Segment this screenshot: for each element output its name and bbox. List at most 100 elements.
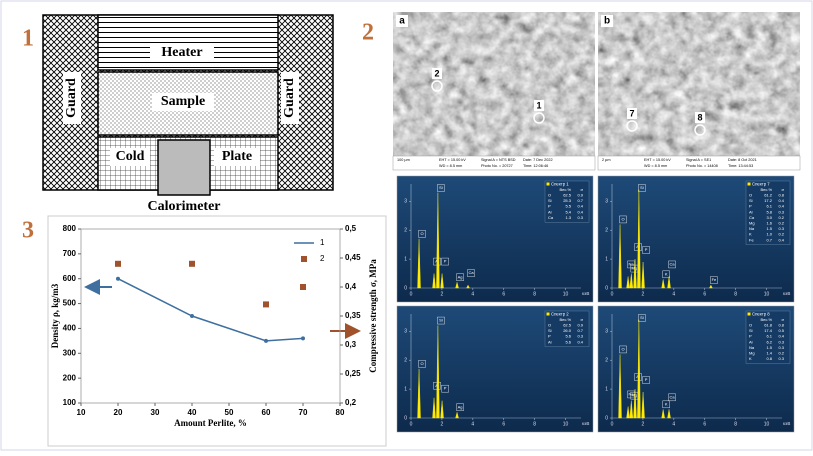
x-tick-label: 8 [533, 291, 536, 297]
x-tick-label: 4 [672, 421, 675, 427]
label-bg [110, 148, 150, 166]
y-tick-label: 2 [404, 228, 407, 234]
label-bg [150, 44, 214, 62]
y-tick-label: 0 [605, 285, 608, 291]
guard-label: Guard [282, 78, 297, 118]
table-cell: 0.3 [577, 334, 583, 339]
table-cell: 25.3 [563, 198, 572, 203]
peak-label-box [662, 270, 670, 279]
legend-swatch [301, 256, 307, 262]
table-header: σ [581, 317, 584, 322]
table-cell: 6.2 [766, 339, 772, 344]
table-cell: 1.5 [766, 226, 772, 231]
peak-label: Na [629, 262, 635, 267]
sem-info: Date: 7 Dec 2022 [523, 158, 553, 162]
sem-info: EHT = 15.00 kV [644, 158, 671, 162]
table-cell: 62.5 [563, 322, 572, 327]
table-cell: 62.5 [563, 192, 572, 197]
sem-info-bar [597, 155, 801, 171]
y-tick-label: 0 [404, 415, 407, 421]
table-cell: 0.5 [778, 328, 784, 333]
label-bg [152, 93, 214, 111]
spectrum-peak [436, 325, 440, 419]
point [189, 260, 195, 267]
y-tick-label: 3 [605, 199, 608, 205]
sem-tag-bg [396, 15, 408, 27]
x-tick-label: 2 [441, 291, 444, 297]
spectrum-peak [709, 284, 713, 289]
peak-label: Ag [458, 404, 463, 409]
calorimeter [157, 139, 211, 196]
x-tick-label: 6 [703, 291, 706, 297]
table-cell: P [548, 204, 551, 209]
table-cell: 61.8 [764, 322, 773, 327]
x-tick-label: 6 [703, 421, 706, 427]
x-tick-label: 2 [441, 421, 444, 427]
table-title: Спектр 2 [551, 311, 569, 316]
table-cell: 0.2 [778, 232, 784, 237]
spectrum-peak [626, 276, 630, 289]
table-cell: P [548, 334, 551, 339]
point [190, 314, 194, 318]
sem-marker [431, 80, 443, 92]
peak-label: Ag [458, 274, 463, 279]
sem-tag: a [399, 16, 405, 27]
point [264, 338, 268, 343]
y-tick-label: 100 [63, 398, 77, 407]
sem-info: WD = 8.5 mm [644, 164, 667, 168]
chart-frame [47, 215, 387, 447]
peak-label-box [642, 246, 650, 254]
peak-label: O [621, 217, 624, 222]
x-tick-label: 10 [563, 421, 569, 427]
sem-marker-bg [432, 68, 442, 79]
table-cell: 0.3 [778, 339, 784, 344]
table-cell: K [749, 356, 752, 361]
x-tick-label: 2 [642, 291, 645, 297]
table-cell: Al [749, 339, 753, 344]
table-cell: O [548, 192, 551, 197]
table-bg [544, 310, 590, 347]
spectrum-peak [436, 192, 440, 289]
spectrum-peak [466, 284, 470, 289]
spectrum-peak [417, 368, 421, 419]
table-cell: Na [749, 226, 755, 231]
sem-marker-label: 7 [629, 108, 634, 118]
series-line [117, 278, 304, 342]
table-cell: Al [749, 209, 753, 214]
sem-info: Photo No. = 20727 [481, 164, 513, 168]
peak-label: K [665, 401, 668, 406]
label-bg [63, 72, 81, 124]
sem-tag-bg [601, 15, 613, 27]
x-unit: кэВ [582, 421, 589, 426]
x-tick-label: 10 [764, 291, 770, 297]
peak-label: K [665, 271, 668, 276]
x-tick-label: 0 [410, 291, 413, 297]
x-tick-label: 2 [642, 421, 645, 427]
y2-axis-title: Compressive strength σ, MPa [368, 259, 378, 373]
peak-label: P [444, 259, 447, 264]
sem-marker [626, 120, 638, 132]
x-tick-label: 8 [734, 421, 737, 427]
spectrum-peak [455, 411, 459, 419]
peak-label-box [668, 260, 676, 269]
y-tick-label: 3 [404, 199, 407, 205]
point [300, 284, 306, 290]
table-cell: 0.4 [778, 237, 784, 242]
sem-info: Photo No. = 14408 [686, 164, 718, 168]
peak-label-box [418, 230, 426, 238]
sem-marker-bg [534, 100, 544, 111]
table-cell: 0.8 [778, 192, 784, 197]
sem-info: Signal A = NTS BSD [481, 158, 516, 162]
table-cell: Al [548, 339, 552, 344]
peak-label-box [710, 276, 718, 284]
x-tick-label: 10 [563, 291, 569, 297]
y-tick-label: 2 [404, 358, 407, 364]
heater-label: Heater [161, 45, 202, 60]
legend-label: 2 [320, 254, 325, 263]
peak-label-box [456, 403, 464, 411]
table-header: Вес.% [559, 187, 571, 192]
table-cell: 0.3 [778, 209, 784, 214]
table-cell: 0.2 [778, 220, 784, 225]
table-cell: 17.2 [764, 198, 773, 203]
